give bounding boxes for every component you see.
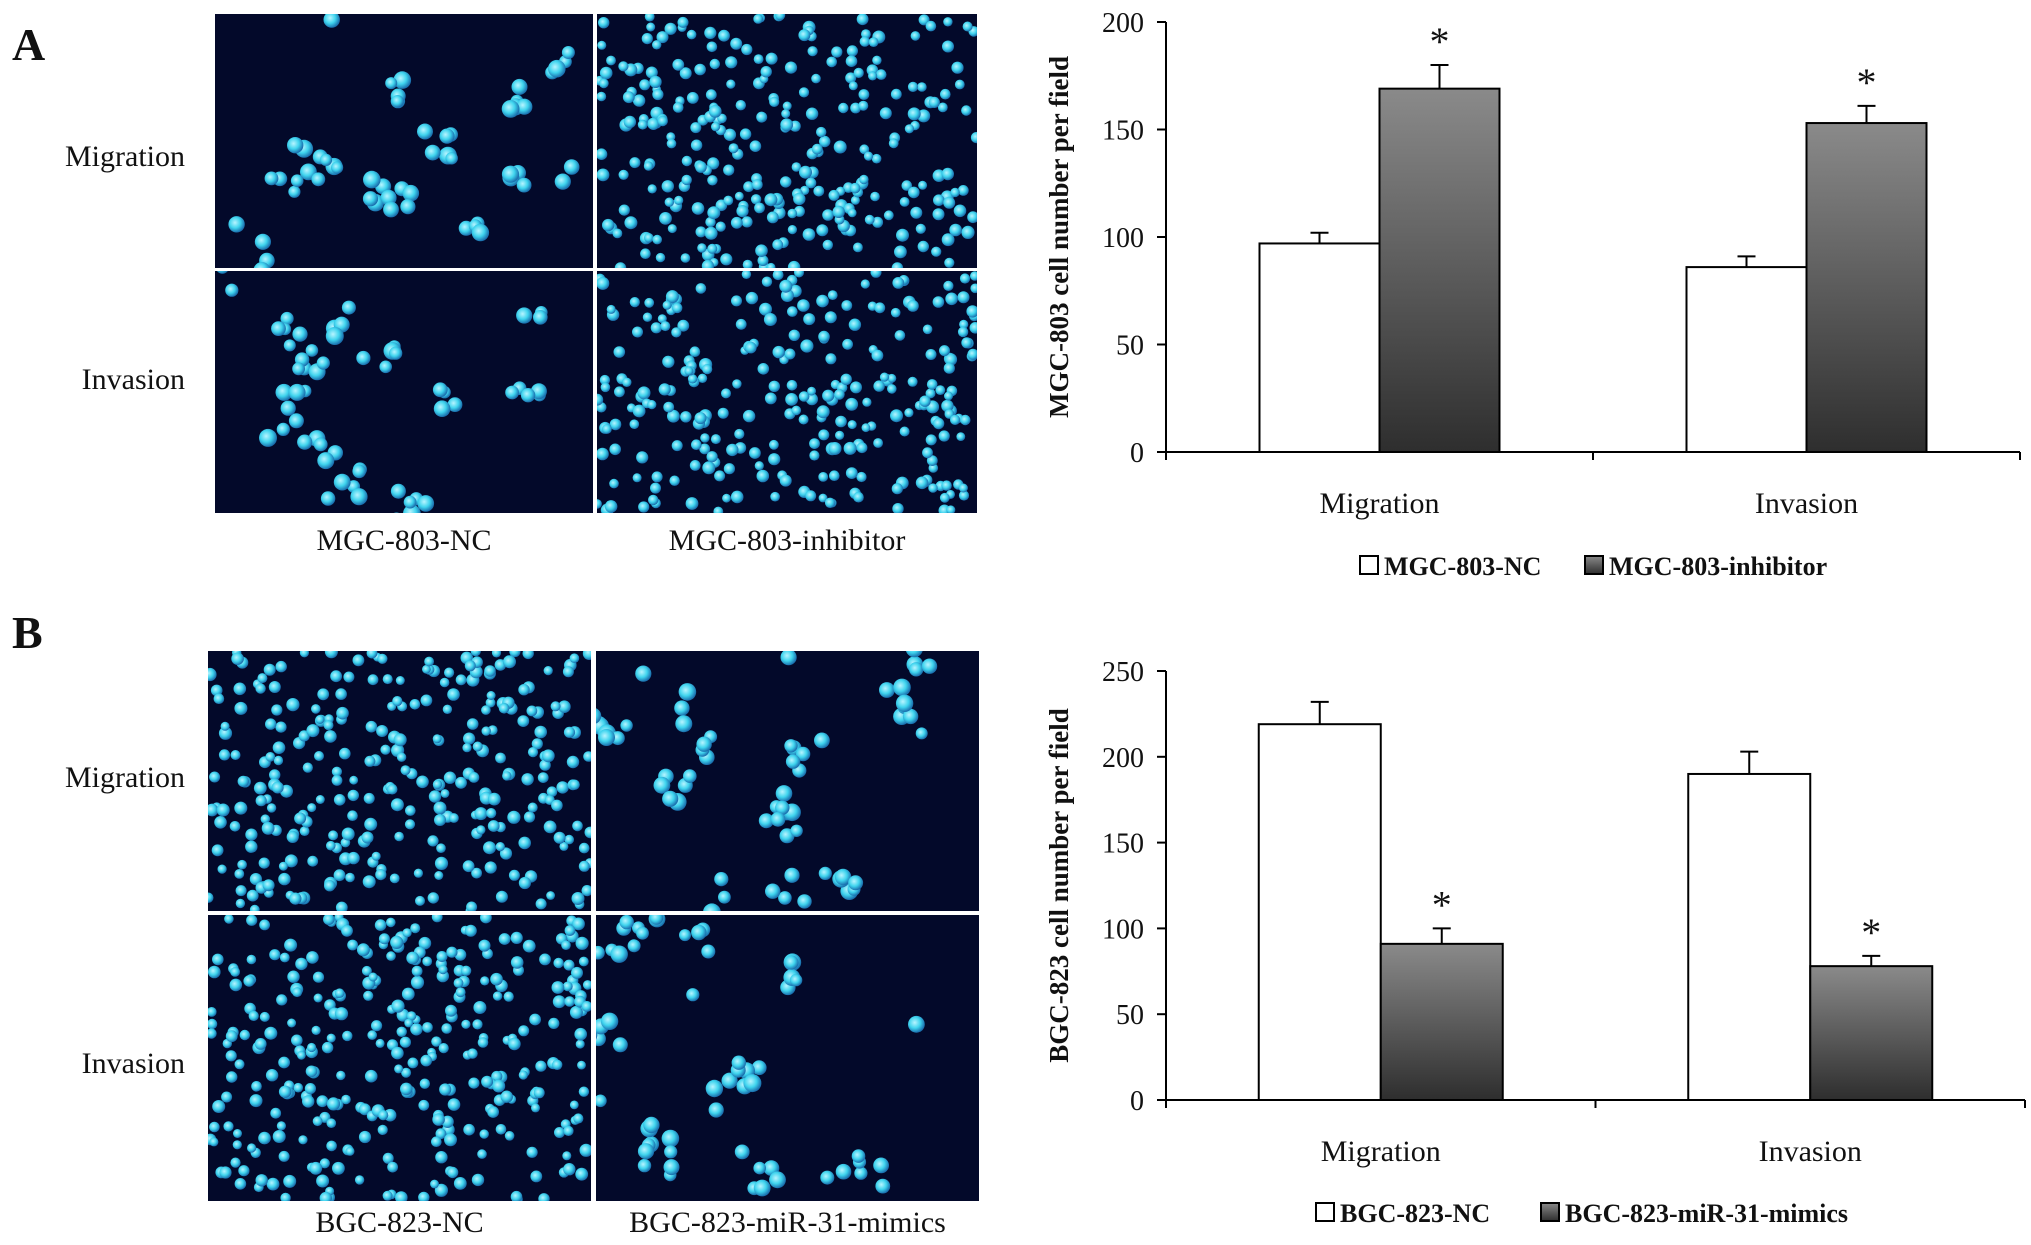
nuclei-group xyxy=(597,14,977,268)
micrograph-bgc823-mimics-invasion xyxy=(596,915,979,1201)
column-label-mgc803-inhibitor: MGC-803-inhibitor xyxy=(668,524,906,557)
row-label-invasion-a: Invasion xyxy=(81,363,185,396)
row-label-migration-a: Migration xyxy=(65,140,185,173)
x-tick-label: Invasion xyxy=(1755,487,1858,520)
bar-MGC-803-inhibitor-Invasion xyxy=(1805,122,1928,454)
micrograph-mgc803-inhibitor-migration xyxy=(597,14,977,268)
x-tick-label: Migration xyxy=(1321,1135,1441,1168)
legend-swatch xyxy=(1315,1202,1335,1222)
micrograph-canvas xyxy=(208,915,591,1201)
nuclei-group xyxy=(596,651,938,911)
nuclei-group xyxy=(208,651,591,911)
bar-chart-bgc823: 0 50 100 150 200 250 BGC-823 cell number per f… xyxy=(1020,635,2031,1245)
micrograph-mgc803-nc-migration xyxy=(215,14,593,268)
y-tick-label: 250 xyxy=(1102,657,1144,688)
legend-label: BGC-823-NC xyxy=(1340,1199,1490,1228)
legend-label: BGC-823-miR-31-mimics xyxy=(1565,1199,1848,1228)
bar-BGC-823-miR-31-mimics-Migration xyxy=(1379,942,1504,1101)
micrograph-canvas xyxy=(208,651,591,911)
significance-marker: * xyxy=(1857,60,1877,105)
nuclei-group xyxy=(208,915,591,1201)
nuclei-group xyxy=(217,271,548,513)
micrograph-bgc823-mimics-migration xyxy=(596,651,979,911)
micrograph-canvas xyxy=(597,14,977,268)
y-tick-label: 0 xyxy=(1130,1086,1144,1117)
micrograph-mgc803-inhibitor-invasion xyxy=(597,271,977,513)
y-tick-label: 100 xyxy=(1102,914,1144,945)
y-tick-label: 50 xyxy=(1116,1000,1144,1031)
y-tick-label: 150 xyxy=(1102,829,1144,860)
row-label-migration-b: Migration xyxy=(65,761,185,794)
legend-label: MGC-803-NC xyxy=(1384,552,1541,581)
significance-marker: * xyxy=(1432,882,1452,927)
significance-marker: * xyxy=(1861,910,1881,955)
y-tick-label: 150 xyxy=(1102,116,1144,147)
micrograph-mgc803-nc-invasion xyxy=(215,271,593,513)
column-label-mgc803-nc: MGC-803-NC xyxy=(316,524,492,557)
bar-BGC-823-NC-Invasion xyxy=(1687,772,1812,1102)
micrograph-canvas xyxy=(596,915,979,1201)
micrograph-bgc823-nc-migration xyxy=(208,651,591,911)
bar-chart-mgc803: 0 50 100 150 200 MGC-803 cell number per fiel… xyxy=(1020,0,2031,600)
y-axis-title: MGC-803 cell number per field xyxy=(1044,56,1074,418)
column-label-bgc823-nc: BGC-823-NC xyxy=(315,1206,484,1239)
y-tick-label: 50 xyxy=(1116,331,1144,362)
panel-letter-a: A xyxy=(12,19,46,70)
y-tick-label: 200 xyxy=(1102,743,1144,774)
y-axis-title: BGC-823 cell number per field xyxy=(1044,708,1074,1062)
legend-swatch xyxy=(1584,555,1604,575)
micrograph-canvas xyxy=(215,14,593,268)
legend-label: MGC-803-inhibitor xyxy=(1609,552,1827,581)
bar-MGC-803-inhibitor-Migration xyxy=(1378,87,1501,454)
y-tick-label: 100 xyxy=(1102,223,1144,254)
nuclei-group xyxy=(597,271,977,513)
nuclei-group xyxy=(228,14,580,268)
nuclei-group xyxy=(596,915,925,1197)
bar-MGC-803-NC-Invasion xyxy=(1685,266,1808,453)
micrograph-canvas xyxy=(596,651,979,911)
y-tick-label: 200 xyxy=(1102,8,1144,39)
micrograph-canvas xyxy=(597,271,977,513)
legend-swatch xyxy=(1359,555,1379,575)
bar-MGC-803-NC-Migration xyxy=(1258,242,1381,453)
micrograph-bgc823-nc-invasion xyxy=(208,915,591,1201)
panel-letter-b: B xyxy=(12,607,43,658)
x-tick-label: Migration xyxy=(1320,487,1440,520)
bar-BGC-823-NC-Migration xyxy=(1257,723,1382,1101)
y-tick-label: 0 xyxy=(1130,438,1144,469)
bar-BGC-823-miR-31-mimics-Invasion xyxy=(1809,965,1934,1102)
legend-swatch xyxy=(1540,1202,1560,1222)
significance-marker: * xyxy=(1430,19,1450,64)
row-label-invasion-b: Invasion xyxy=(81,1047,185,1080)
micrograph-canvas xyxy=(215,271,593,513)
column-label-bgc823-mimics: BGC-823-miR-31-mimics xyxy=(629,1206,946,1239)
x-tick-label: Invasion xyxy=(1759,1135,1862,1168)
